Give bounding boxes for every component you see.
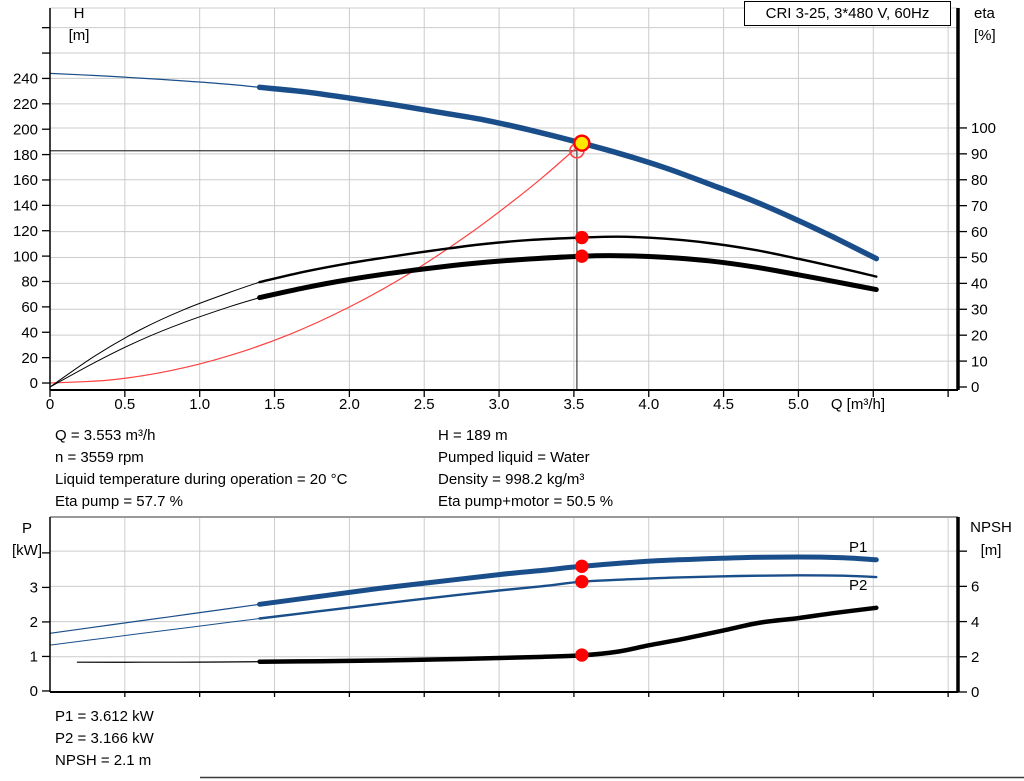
annotation-liquid: Pumped liquid = Water: [438, 449, 590, 466]
q-axis-title: Q [m³/h]: [831, 396, 885, 413]
axis-tick-label: 2: [30, 614, 38, 631]
annotation-p2: P2 = 3.166 kW: [55, 730, 154, 747]
duty-annotation-left: Q = 3.553 m³/h n = 3559 rpm Liquid tempe…: [55, 425, 347, 513]
axis-tick-label: 30: [971, 301, 988, 318]
system-curve: [49, 142, 583, 384]
eta-pump-curve-thin: [49, 281, 260, 388]
axis-tick-label: 10: [971, 353, 988, 370]
axis-tick-label: 1.5: [264, 396, 285, 413]
h-axis-unit: [m]: [69, 27, 90, 44]
p2-curve: [258, 574, 878, 620]
annotation-q: Q = 3.553 m³/h: [55, 427, 156, 444]
axis-tick-label: 220: [13, 96, 38, 113]
p-axis-unit: [kW]: [12, 542, 42, 559]
npsh-marker: [575, 648, 589, 662]
eta-pump-motor-marker: [575, 249, 589, 263]
npsh-curve: [257, 605, 879, 664]
annotation-eta-pump: Eta pump = 57.7 %: [55, 493, 183, 510]
axis-tick-label: 0: [971, 684, 979, 701]
axis-tick-label: 2.5: [414, 396, 435, 413]
annotation-n: n = 3559 rpm: [55, 449, 144, 466]
eta-pump-motor-curve-thin: [49, 297, 260, 388]
axis-tick-label: 20: [971, 327, 988, 344]
axis-tick-label: 0: [46, 396, 54, 413]
axis-tick-label: 140: [13, 198, 38, 215]
annotation-temp: Liquid temperature during operation = 20…: [55, 471, 348, 488]
p2-curve-label: P2: [849, 577, 867, 594]
axis-tick-label: 200: [13, 121, 38, 138]
eta-axis-title: eta: [974, 5, 996, 22]
p1-curve-label: P1: [849, 539, 867, 556]
annotation-eta-pump-motor: Eta pump+motor = 50.5 %: [438, 493, 614, 510]
duty-point-marker[interactable]: [573, 134, 591, 152]
axis-tick-label: 80: [21, 274, 38, 291]
axis-tick-label: 4.0: [638, 396, 659, 413]
eta-pump-curve: [258, 235, 878, 284]
axis-tick-label: 70: [971, 198, 988, 215]
annotation-density: Density = 998.2 kg/m³: [438, 471, 585, 488]
axis-tick-label: 40: [971, 276, 988, 293]
h-axis-title: H: [74, 5, 85, 22]
axis-tick-label: 3.5: [563, 396, 584, 413]
axis-tick-label: 180: [13, 147, 38, 164]
axis-tick-label: 90: [971, 146, 988, 163]
h-curve-thin: [49, 72, 260, 88]
axis-tick-label: 2: [971, 649, 979, 666]
duty-annotation-right: H = 189 m Pumped liquid = Water Density …: [438, 425, 613, 513]
axis-tick-label: 4: [971, 614, 979, 631]
axis-tick-label: 0: [971, 379, 979, 396]
power-npsh-chart: 0 1 2 3 0 2 4 6: [30, 516, 979, 701]
axis-tick-label: 50: [971, 250, 988, 267]
npsh-axis-title: NPSH: [970, 519, 1012, 536]
eta-axis-unit: [%]: [974, 27, 996, 44]
npsh-curve-thin: [76, 661, 260, 663]
axis-tick-label: 60: [971, 224, 988, 241]
axis-tick-label: 100: [13, 248, 38, 265]
annotation-p1: P1 = 3.612 kW: [55, 708, 154, 725]
axis-tick-label: 1: [30, 649, 38, 666]
axis-tick-label: 0: [30, 683, 38, 700]
annotation-h: H = 189 m: [438, 427, 508, 444]
power-annotation: P1 = 3.612 kW P2 = 3.166 kW NPSH = 2.1 m: [55, 706, 154, 772]
eta-pump-marker: [575, 230, 589, 245]
axis-tick-label: 20: [21, 350, 38, 367]
axis-tick-label: 60: [21, 299, 38, 316]
axis-tick-label: 3: [30, 580, 38, 597]
p1-curve-thin: [49, 603, 260, 634]
axis-tick-label: 80: [971, 172, 988, 189]
axis-tick-label: 5.0: [788, 396, 809, 413]
axis-tick-label: 3.0: [489, 396, 510, 413]
axis-tick-label: 1.0: [189, 396, 210, 413]
axis-tick-label: 4.5: [713, 396, 734, 413]
axis-tick-label: 100: [971, 120, 996, 137]
npsh-axis-unit: [m]: [981, 542, 1002, 559]
p2-marker: [575, 574, 589, 589]
h-curve: [256, 84, 880, 262]
axis-tick-label: 0: [30, 375, 38, 392]
qh-chart: 0 20 40 60 80 100 120 140 160 180 200 220 240 0 10 20 30…: [13, 7, 996, 413]
axis-tick-label: 160: [13, 172, 38, 189]
axis-tick-label: 6: [971, 579, 979, 596]
pump-name-box: CRI 3-25, 3*480 V, 60Hz: [744, 1, 951, 26]
p1-marker: [575, 559, 589, 573]
axis-tick-label: 240: [13, 71, 38, 88]
p2-curve-thin: [49, 618, 260, 646]
axis-tick-label: 40: [21, 324, 38, 341]
axis-tick-label: 2.0: [339, 396, 360, 413]
axis-tick-label: 0.5: [114, 396, 135, 413]
p-axis-title: P: [22, 520, 32, 537]
axis-tick-label: 120: [13, 223, 38, 240]
p1-curve: [257, 554, 879, 607]
annotation-npsh: NPSH = 2.1 m: [55, 752, 152, 769]
